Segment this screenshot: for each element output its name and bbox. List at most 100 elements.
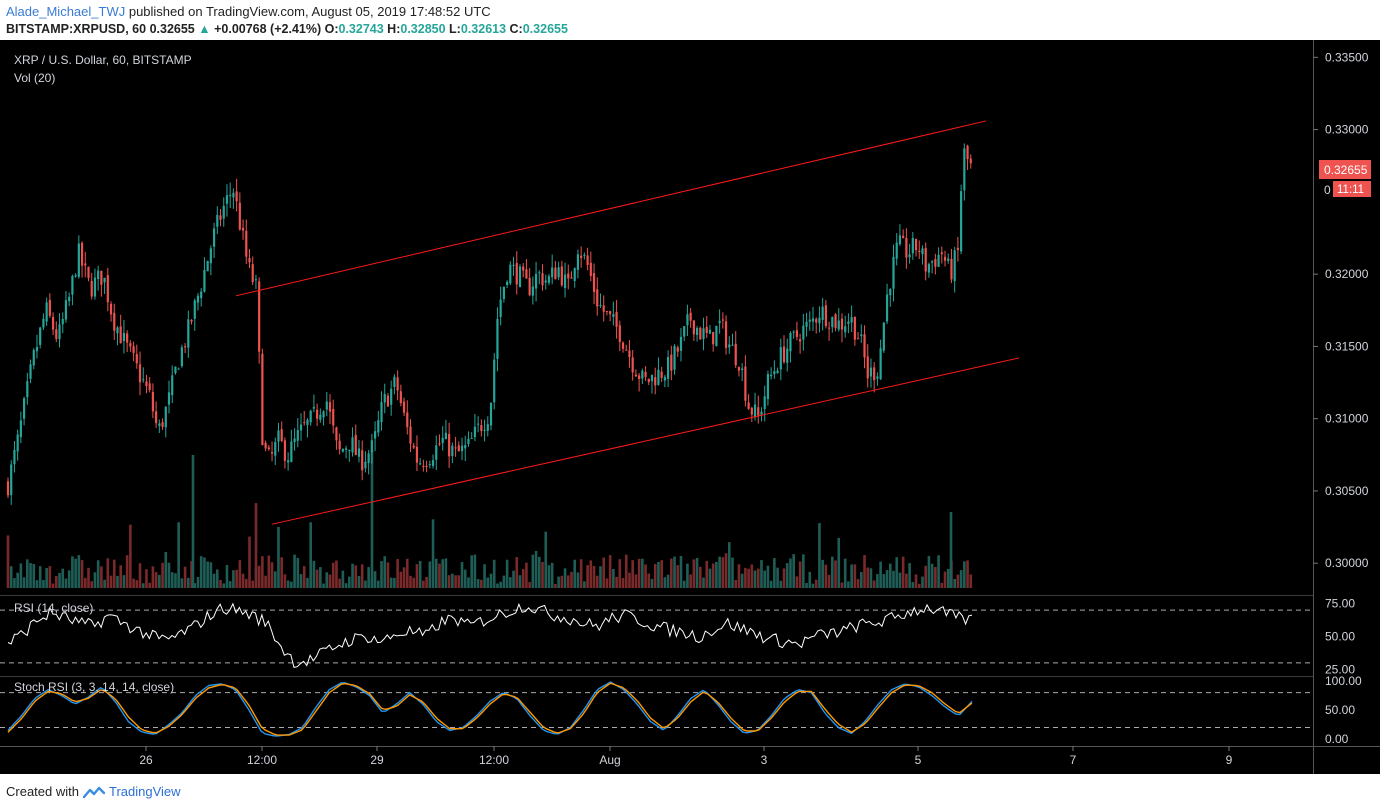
tradingview-logo-icon [82, 786, 105, 798]
time-tick-label: 5 [915, 753, 922, 767]
candle-body [399, 391, 402, 404]
volume-bar [354, 565, 358, 588]
volume-bar [244, 578, 248, 588]
volume-bar [67, 570, 71, 588]
candle-body [419, 463, 422, 465]
volume-bar [753, 570, 757, 588]
candle-body [918, 250, 921, 253]
candle-body [45, 302, 48, 322]
volume-bar [692, 559, 696, 588]
volume-bar [860, 571, 863, 588]
candle-body [612, 314, 615, 317]
volume-bar [666, 574, 670, 588]
volume-bar [116, 575, 119, 588]
candle-body [357, 448, 361, 457]
volume-bar [454, 575, 457, 588]
volume-bar [747, 568, 750, 588]
volume-bar [824, 564, 828, 588]
candle-body [576, 254, 580, 270]
volume-bar [145, 569, 148, 588]
candle-body [467, 438, 470, 444]
volume-bar [399, 571, 403, 588]
candle-body [341, 449, 344, 452]
candle-body [193, 300, 196, 319]
author-link[interactable]: Alade_Michael_TWJ [6, 4, 126, 19]
volume-bar [573, 559, 577, 588]
candle-body [921, 248, 924, 255]
candle-body [615, 311, 618, 327]
volume-bar [895, 557, 899, 588]
candle-body [274, 441, 277, 456]
volume-bar [808, 571, 812, 588]
candle-body [753, 404, 757, 418]
candle-body [415, 446, 419, 463]
volume-bar [409, 575, 412, 588]
volume-bar [518, 575, 522, 588]
candle-body [306, 419, 309, 426]
volume-bar [946, 568, 950, 588]
volume-bar [193, 583, 197, 588]
candle-body [97, 270, 100, 280]
tradingview-brand-link[interactable]: TradingView [108, 784, 181, 799]
rsi-tick-label: 50.00 [1325, 630, 1355, 644]
candle-body [422, 465, 425, 467]
candle-body [171, 375, 174, 396]
candle-body [187, 319, 190, 348]
candle-body [483, 429, 486, 431]
volume-bar [821, 559, 824, 588]
volume-bar [795, 576, 799, 588]
volume-bar [592, 566, 596, 588]
candle-body [55, 329, 58, 339]
chart-canvas[interactable]: 0.33500 0.33000 0.32000 0.31500 0.31000 0.305… [0, 40, 1380, 774]
volume-bar [483, 564, 486, 588]
candle-body [158, 423, 161, 426]
countdown-box [1333, 181, 1371, 197]
candle-body [821, 306, 824, 320]
candle-body [718, 320, 721, 324]
volume-bar [473, 554, 477, 588]
volume-bar [222, 583, 226, 588]
volume-bar [280, 557, 283, 588]
volume-bar [32, 563, 36, 588]
candle-body [470, 437, 473, 439]
volume-bar [428, 561, 432, 588]
candle-body [702, 328, 705, 340]
candle-body [969, 158, 972, 164]
candle-body [332, 408, 335, 426]
candle-body [808, 319, 811, 322]
volume-bar [225, 565, 229, 588]
volume-bar [216, 569, 219, 588]
candle-body [216, 214, 219, 227]
volume-bar [325, 572, 329, 588]
volume-bar [351, 563, 354, 588]
volume-bar [389, 577, 393, 588]
volume-bar [338, 578, 341, 588]
candle-body [93, 277, 97, 297]
price-channel[interactable] [235, 120, 1020, 525]
price-tick-label: 0.33500 [1325, 50, 1369, 64]
volume-bar [261, 556, 264, 588]
volume-bars [6, 450, 973, 588]
time-tick-label: Aug [599, 753, 620, 767]
candle-body [277, 430, 280, 442]
volume-bar [509, 577, 512, 588]
candle-body [19, 420, 22, 438]
candle-body [676, 347, 679, 352]
candle-body [129, 343, 132, 347]
candle-body [126, 333, 129, 343]
candle-body [731, 344, 734, 346]
volume-bar [164, 552, 168, 588]
quote-line: BITSTAMP:XRPUSD, 60 0.32655 ▲ +0.00768 (… [6, 22, 568, 38]
candle-body [473, 426, 476, 438]
candle-body [750, 407, 753, 415]
candle-body [673, 346, 676, 370]
candle-body [538, 272, 541, 274]
volume-bar [273, 571, 277, 588]
candle-body [270, 452, 274, 454]
volume-bar [882, 574, 886, 588]
volume-bar [238, 560, 242, 588]
candle-body [100, 270, 103, 285]
volume-bar [670, 558, 673, 588]
price-tag: 0.32655 0 11:11 [1319, 160, 1371, 197]
candle-body [705, 326, 708, 333]
